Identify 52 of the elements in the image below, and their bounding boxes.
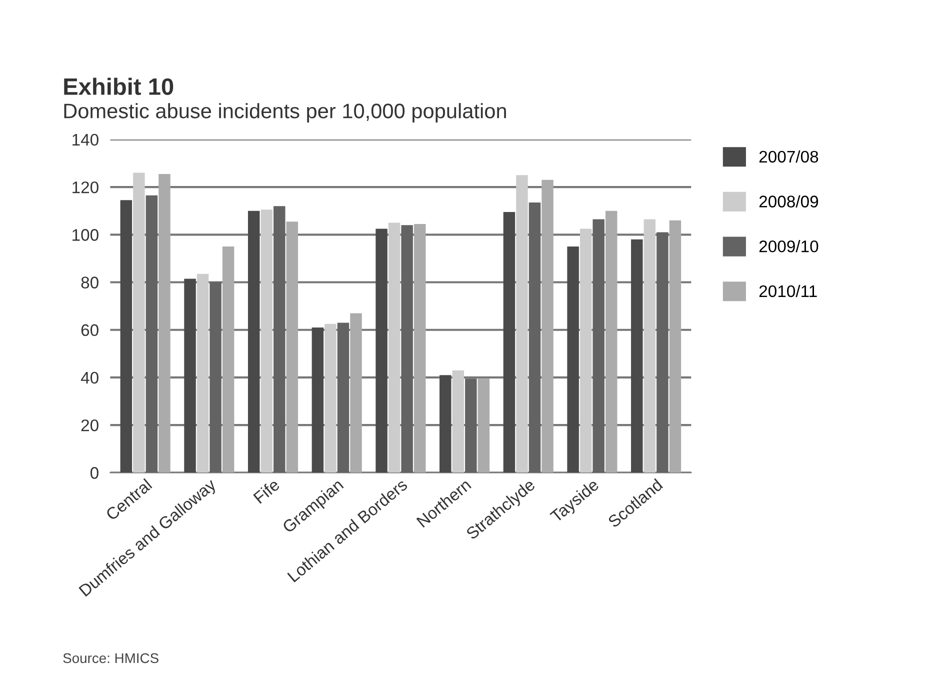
y-tick-label: 80 [81, 276, 98, 288]
bar [465, 378, 477, 473]
y-tick-label: 20 [81, 419, 98, 432]
y-tick-label: 0 [90, 467, 98, 479]
y-tick-label: 100 [72, 229, 98, 241]
bar [222, 246, 234, 473]
bar [567, 246, 579, 473]
source-note: Source: HMICS [63, 653, 158, 664]
legend-label: 2008/09 [759, 195, 818, 208]
chart-subtitle: Domestic abuse incidents per 10,000 population [64, 103, 506, 122]
y-tick-label: 120 [72, 181, 98, 194]
bar [260, 210, 272, 473]
bar [631, 239, 643, 473]
bar [158, 174, 170, 473]
bar [376, 228, 388, 473]
bar [312, 327, 324, 473]
bar [440, 375, 452, 473]
bar [196, 274, 209, 473]
y-tick-label: 140 [72, 134, 98, 146]
bar [146, 195, 158, 473]
bar [478, 378, 490, 473]
bar [133, 172, 145, 473]
bar [669, 220, 682, 473]
bar [580, 228, 592, 473]
bar [605, 210, 618, 473]
bar [388, 222, 400, 473]
bar [528, 202, 541, 473]
bar [592, 219, 604, 473]
legend-label: 2007/08 [759, 150, 818, 163]
bar [656, 232, 668, 473]
bar [644, 219, 656, 473]
bar [120, 200, 132, 473]
bar [452, 370, 464, 473]
chart-title: Exhibit 10 [64, 78, 174, 96]
bar [274, 206, 286, 473]
bar [184, 278, 196, 473]
bar [248, 210, 260, 473]
bar [503, 212, 516, 473]
bar [350, 313, 362, 473]
legend-label: 2010/11 [759, 284, 817, 298]
bar [210, 282, 222, 473]
bar [286, 222, 298, 473]
bar [401, 225, 413, 473]
x-tick-label: Fife [252, 478, 280, 504]
bar [542, 180, 554, 473]
bar [337, 322, 350, 473]
y-tick-label: 40 [80, 372, 98, 384]
bar [324, 324, 336, 473]
y-tick-label: 60 [81, 324, 98, 336]
bar [516, 175, 528, 473]
bar [414, 224, 426, 473]
legend-label: 2009/10 [759, 240, 818, 252]
